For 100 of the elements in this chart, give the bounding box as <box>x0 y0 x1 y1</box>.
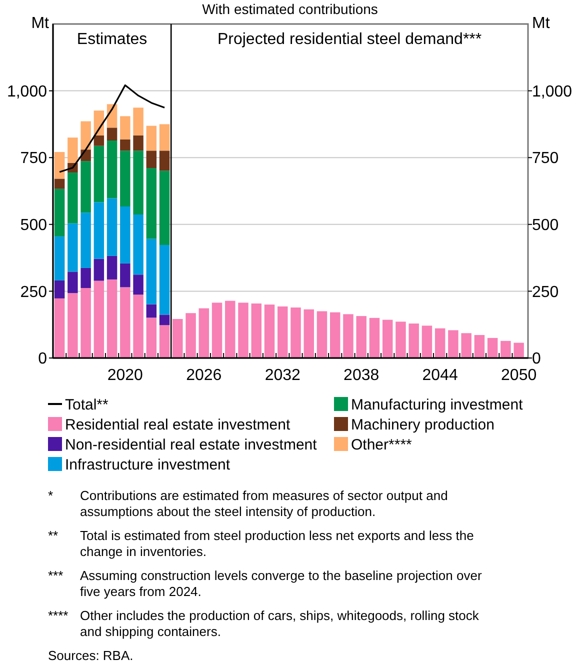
x-tick-label: 2044 <box>422 367 458 384</box>
line-series <box>58 84 166 173</box>
bar <box>198 308 210 358</box>
bar <box>133 135 144 151</box>
bar <box>54 188 65 236</box>
y2-tick-label: 500 <box>532 217 559 234</box>
bar <box>94 135 104 146</box>
bar <box>159 124 170 151</box>
bar <box>94 258 104 281</box>
bar <box>330 312 340 358</box>
bar <box>80 212 91 268</box>
x-tick-label: 2026 <box>186 367 222 384</box>
legend-label: Infrastructure investment <box>65 456 231 474</box>
legend-label: Residential real estate investment <box>65 416 291 434</box>
bar <box>278 306 288 358</box>
bar <box>54 298 65 358</box>
bar <box>68 272 78 294</box>
bar <box>54 236 65 281</box>
bar <box>94 146 104 202</box>
bar <box>94 202 104 259</box>
bar <box>106 279 118 358</box>
annotation: Projected residential steel demand*** <box>217 31 482 48</box>
annotation: Estimates <box>76 31 148 48</box>
y-tick-label: 500 <box>20 217 48 234</box>
bar <box>316 311 328 358</box>
bar <box>251 303 262 358</box>
x-tick-label: 2050 <box>501 367 537 384</box>
y-tick-label: 1,000 <box>6 83 48 100</box>
text: ** Total is estimated from steel production less net exports and less the change in inventories. <box>48 528 474 559</box>
bar <box>120 287 130 358</box>
bar <box>68 223 78 272</box>
bar <box>80 268 91 288</box>
bar <box>159 314 170 326</box>
bar <box>356 316 366 358</box>
bar <box>120 263 130 288</box>
bar <box>133 214 144 275</box>
legend-label: Total** <box>65 396 109 414</box>
y2-tick-label: 1,000 <box>532 83 572 100</box>
text: * Contributions are estimated from measures of sector output and assumptions about the steel intensity of production. <box>48 488 448 519</box>
bar <box>94 280 104 358</box>
bar <box>487 338 498 358</box>
bar <box>146 168 157 239</box>
bar <box>159 244 170 315</box>
x-tick-label: 2020 <box>107 367 144 384</box>
legend-label: Manufacturing investment <box>351 396 524 414</box>
x-tick-label: 2038 <box>344 367 380 384</box>
bar <box>120 206 130 264</box>
bar <box>146 304 157 318</box>
bar <box>500 340 511 358</box>
text: *** Assuming construction levels converge to the baseline projection over five years from 2024. <box>48 568 482 599</box>
y2-axis-title: Mt <box>532 15 550 32</box>
bar <box>159 325 170 358</box>
bar <box>159 150 170 171</box>
bar <box>461 333 472 358</box>
y-tick-label: 0 <box>38 350 48 368</box>
bar <box>343 314 354 358</box>
bar <box>133 108 144 136</box>
bar <box>238 302 248 358</box>
bar <box>68 293 78 358</box>
y-tick-label: 750 <box>20 150 48 168</box>
bar <box>146 238 157 304</box>
bar <box>146 150 157 168</box>
bar <box>133 274 144 295</box>
bar <box>80 121 91 150</box>
bar <box>54 178 65 189</box>
bar <box>422 326 432 358</box>
bar <box>106 128 118 140</box>
legend-label: Machinery production <box>351 416 494 434</box>
bar <box>80 161 91 213</box>
bar <box>120 139 130 151</box>
bar <box>68 172 78 224</box>
bar <box>514 342 524 358</box>
y-axis-title: Mt <box>31 15 50 32</box>
source-note: Sources: RBA. <box>48 648 134 663</box>
bar <box>133 150 144 215</box>
text: **** Other includes the production of cars, ships, whitegoods, rolling stock and shipping containers. <box>48 608 480 639</box>
legend-label: Non-residential real estate investment <box>65 436 318 454</box>
bar <box>106 256 118 280</box>
bar <box>396 322 406 358</box>
bar <box>382 320 393 358</box>
bar <box>290 308 301 358</box>
bar <box>106 198 118 256</box>
bar <box>448 330 458 358</box>
y2-tick-label: 750 <box>532 150 559 168</box>
bar <box>120 150 130 206</box>
bar <box>68 138 78 163</box>
bar <box>369 318 380 358</box>
y2-tick-label: 0 <box>532 350 541 368</box>
bar <box>54 152 65 179</box>
bar <box>159 170 170 245</box>
bar <box>434 328 446 358</box>
bar <box>80 288 91 358</box>
bar <box>146 126 157 151</box>
bar <box>304 309 314 358</box>
chart-title: With estimated contributions <box>202 1 378 17</box>
bar <box>106 140 118 198</box>
bar <box>133 294 144 358</box>
bar <box>54 280 65 298</box>
x-tick-label: 2032 <box>264 367 301 384</box>
bar <box>408 324 419 358</box>
